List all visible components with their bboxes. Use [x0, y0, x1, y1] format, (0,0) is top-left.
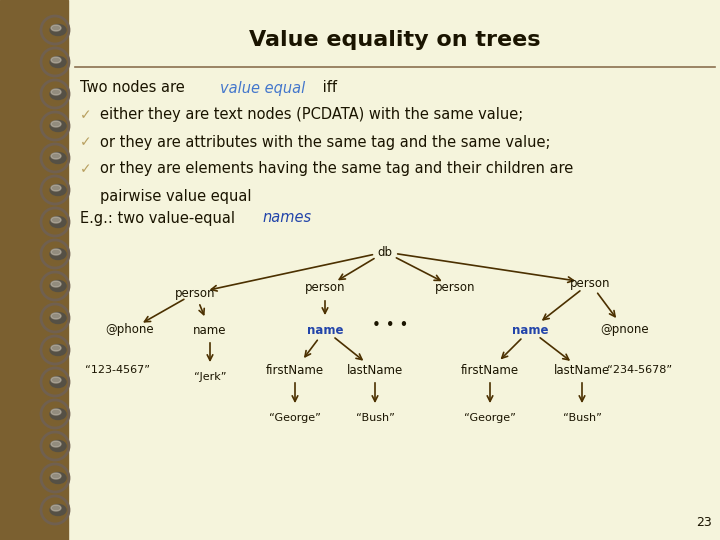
Text: value equal: value equal — [220, 80, 305, 96]
Ellipse shape — [50, 120, 66, 132]
Text: name: name — [512, 323, 548, 336]
Ellipse shape — [51, 313, 61, 319]
Text: person: person — [435, 281, 475, 294]
Text: person: person — [305, 281, 346, 294]
Ellipse shape — [50, 280, 66, 292]
Ellipse shape — [50, 57, 66, 68]
Text: • • •: • • • — [372, 318, 408, 333]
Text: “George”: “George” — [464, 413, 516, 423]
Ellipse shape — [51, 217, 61, 223]
Ellipse shape — [50, 441, 66, 451]
Ellipse shape — [50, 24, 66, 36]
Text: lastName: lastName — [347, 363, 403, 376]
Text: “Jerk”: “Jerk” — [194, 372, 226, 382]
Text: firstName: firstName — [461, 363, 519, 376]
Text: or they are elements having the same tag and their children are: or they are elements having the same tag… — [100, 161, 573, 177]
Ellipse shape — [51, 409, 61, 415]
Text: db: db — [377, 246, 392, 259]
Text: or they are attributes with the same tag and the same value;: or they are attributes with the same tag… — [100, 134, 551, 150]
Text: “Bush”: “Bush” — [356, 413, 395, 423]
Ellipse shape — [50, 89, 66, 99]
Ellipse shape — [51, 185, 61, 191]
Text: ✓: ✓ — [80, 162, 91, 176]
Text: firstName: firstName — [266, 363, 324, 376]
Text: either they are text nodes (PCDATA) with the same value;: either they are text nodes (PCDATA) with… — [100, 107, 523, 123]
Ellipse shape — [51, 89, 61, 95]
Text: name: name — [307, 323, 343, 336]
Ellipse shape — [50, 248, 66, 260]
Text: @phone: @phone — [106, 323, 154, 336]
Text: E.g.: two value-equal: E.g.: two value-equal — [80, 211, 240, 226]
Text: ✓: ✓ — [80, 108, 91, 122]
Text: pairwise value equal: pairwise value equal — [100, 188, 251, 204]
Ellipse shape — [51, 473, 61, 479]
Text: “123-4567”: “123-4567” — [86, 365, 150, 375]
Text: person: person — [570, 276, 611, 289]
Ellipse shape — [50, 376, 66, 388]
Ellipse shape — [51, 441, 61, 447]
Text: person: person — [175, 287, 215, 300]
Ellipse shape — [51, 505, 61, 511]
Text: Two nodes are: Two nodes are — [80, 80, 189, 96]
Ellipse shape — [50, 185, 66, 195]
Ellipse shape — [50, 472, 66, 483]
Text: @pnone: @pnone — [600, 323, 649, 336]
Text: iff: iff — [318, 80, 337, 96]
Ellipse shape — [51, 281, 61, 287]
Ellipse shape — [51, 249, 61, 255]
Text: names: names — [262, 211, 311, 226]
Ellipse shape — [51, 121, 61, 127]
Ellipse shape — [51, 25, 61, 31]
Ellipse shape — [51, 57, 61, 63]
Text: “George”: “George” — [269, 413, 321, 423]
Text: “Bush”: “Bush” — [562, 413, 601, 423]
Ellipse shape — [50, 408, 66, 420]
Text: ✓: ✓ — [80, 135, 91, 149]
Ellipse shape — [50, 313, 66, 323]
Text: lastName: lastName — [554, 363, 610, 376]
Ellipse shape — [50, 152, 66, 164]
Ellipse shape — [50, 504, 66, 516]
Ellipse shape — [50, 217, 66, 227]
Text: name: name — [193, 323, 227, 336]
Text: Value equality on trees: Value equality on trees — [249, 30, 541, 50]
Bar — [0, 0, 68, 540]
Ellipse shape — [51, 345, 61, 351]
Text: 23: 23 — [696, 516, 712, 529]
Text: “234-5678”: “234-5678” — [608, 365, 672, 375]
Ellipse shape — [51, 377, 61, 383]
Ellipse shape — [51, 153, 61, 159]
Ellipse shape — [50, 345, 66, 355]
